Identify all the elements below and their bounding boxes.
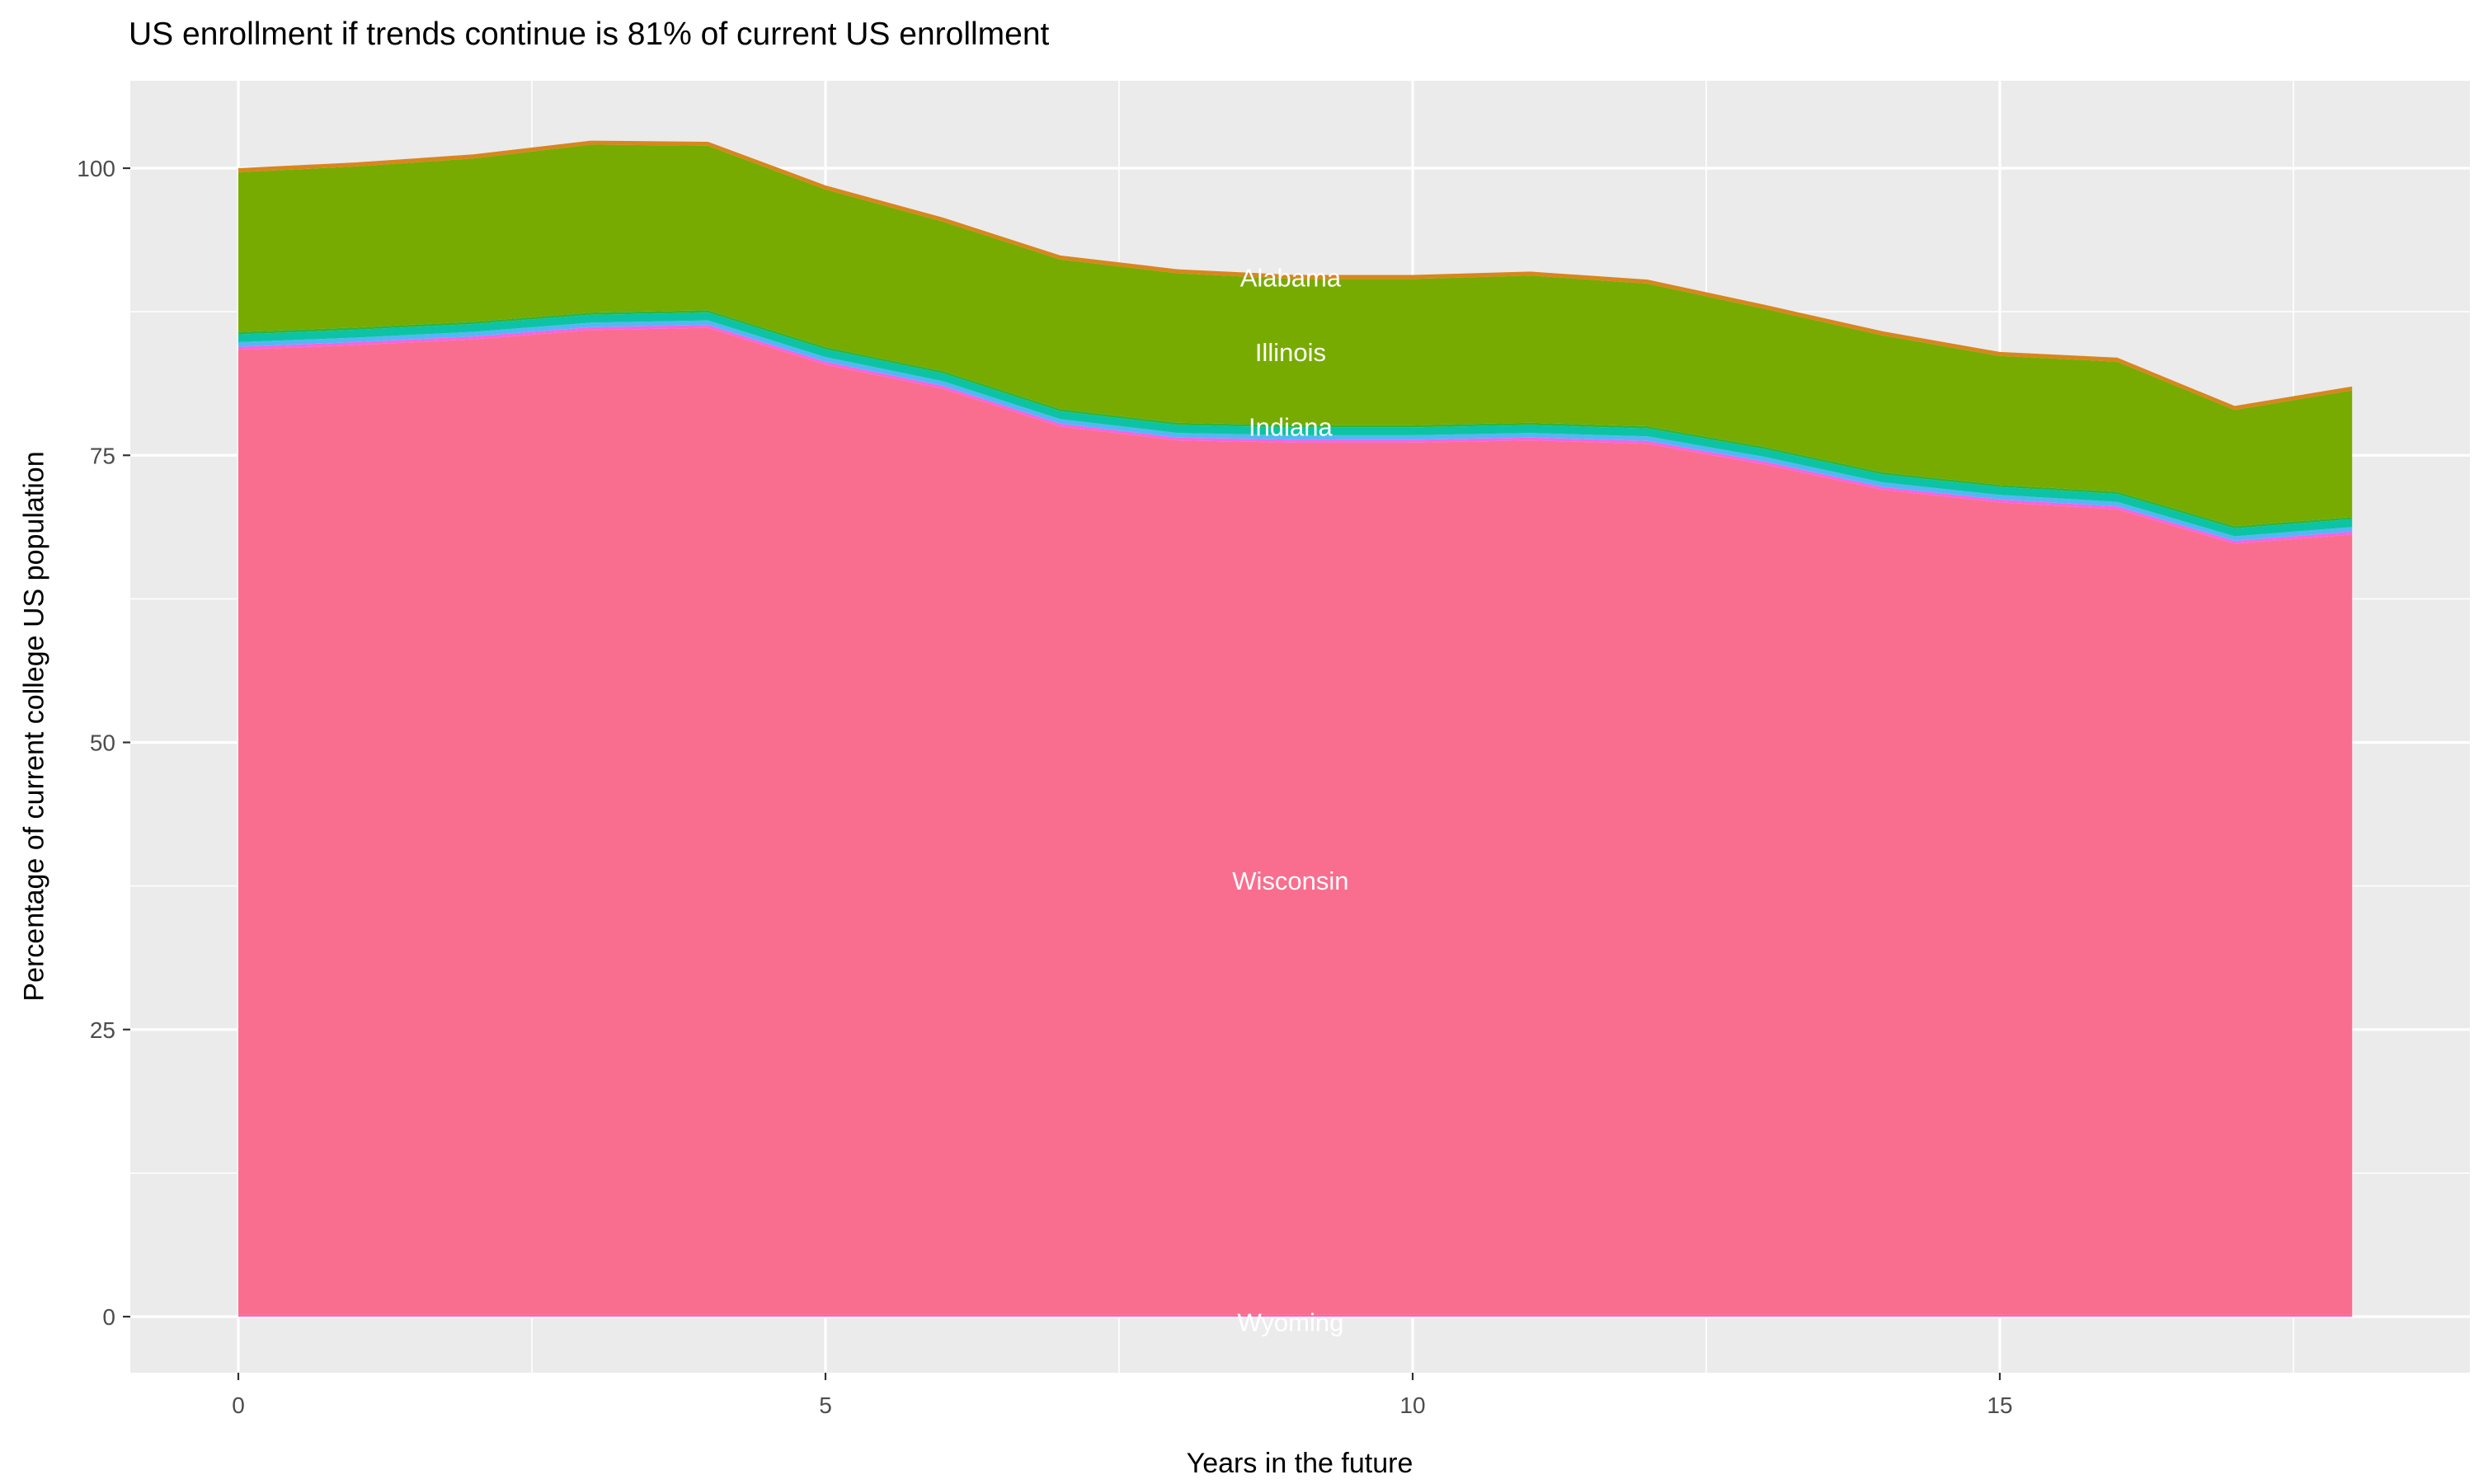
area-alabama [238, 140, 2353, 411]
area-label-indiana: Indiana [1249, 413, 1333, 442]
y-tick-label: 0 [102, 1304, 115, 1330]
y-tick-label: 100 [77, 156, 115, 181]
y-tick-label: 50 [90, 730, 115, 756]
area-label-illinois: Illinois [1255, 338, 1326, 367]
x-tick-label: 0 [232, 1392, 245, 1418]
area-wisconsin [238, 327, 2353, 1315]
x-axis-title: Years in the future [1186, 1448, 1413, 1479]
plot-title: US enrollment if trends continue is 81% … [129, 16, 1050, 52]
y-axis-title: Percentage of current college US populat… [18, 451, 50, 1002]
area-label-alabama: Alabama [1240, 263, 1342, 292]
area-wyoming [238, 1314, 2353, 1317]
x-tick-label: 10 [1399, 1392, 1425, 1418]
x-tick-label: 15 [1987, 1392, 2012, 1418]
area-label-wyoming: Wyoming [1237, 1308, 1343, 1336]
y-tick-label: 75 [90, 443, 115, 468]
area-label-wisconsin: Wisconsin [1232, 866, 1348, 895]
y-tick-label: 25 [90, 1017, 115, 1043]
area-illinois [238, 144, 2353, 527]
x-tick-label: 5 [819, 1392, 832, 1418]
